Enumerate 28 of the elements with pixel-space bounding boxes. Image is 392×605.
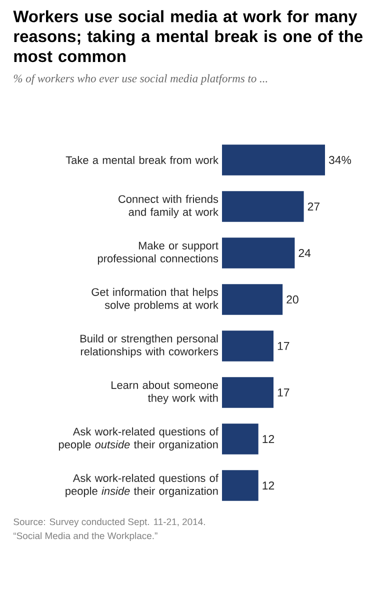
y-tick-label: Get information that helps solve problems at work [92,288,218,312]
chart-title: Workers use social media at work for many reasons; taking a mental break is one of the most common [13,10,362,62]
y-tick-label: Build or strengthen personal relationships with coworkers [80,334,218,358]
data-label: 12 [262,434,274,443]
data-label: 17 [278,388,290,396]
y-tick-label: Ask work-related questions of people outside their organization [58,427,218,451]
bar [222,191,304,222]
data-label: 17 [278,342,290,350]
bar [222,424,258,454]
bar [222,377,274,408]
data-label: 34% [328,156,352,164]
bar [222,238,295,268]
y-tick-label: Connect with friends and family at work [118,194,218,218]
y-tick-label: Learn about someone they work with [112,380,218,404]
data-label: 20 [286,295,298,304]
bar [222,284,283,315]
chart-subtitle: % of workers who ever use social media platforms to ... [14,74,268,85]
data-label: 12 [262,481,274,490]
bar [222,470,258,501]
y-tick-label: Take a mental break from work [66,156,218,164]
bar [222,144,325,176]
data-label: 24 [298,248,311,257]
data-label: 27 [308,202,320,210]
text: “Social Media and the Workplace.” [14,532,158,542]
bar [222,330,274,362]
y-tick-label: Ask work-related questions of people inside their organization [66,474,218,498]
y-tick-label: Make or support professional connections [98,241,218,265]
source-note: Source: Survey conducted Sept. 11-21, 2014. [14,518,205,528]
